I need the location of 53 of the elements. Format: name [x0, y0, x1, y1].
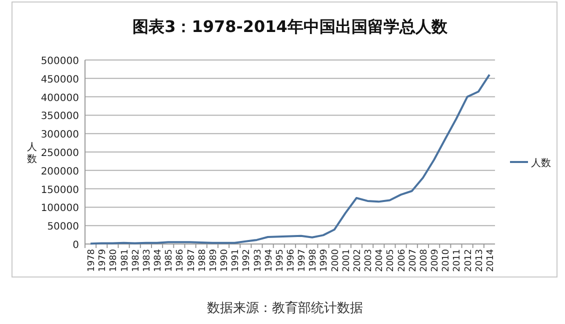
x-tick-label: 2000: [330, 248, 341, 272]
y-tick-label: 400000: [40, 92, 79, 104]
x-tick-label: 1980: [109, 248, 120, 272]
source-note: 数据来源：教育部统计数据: [207, 300, 363, 316]
x-tick-label: 1992: [242, 249, 252, 272]
x-tick-label: 2014: [486, 248, 496, 272]
y-tick-label: 150000: [40, 184, 79, 196]
x-tick-label: 1982: [131, 249, 142, 272]
x-tick-label: 2012: [464, 249, 474, 272]
x-tick-label: 2013: [474, 249, 485, 272]
y-tick-label: 350000: [40, 111, 79, 122]
x-tick-label: 1988: [198, 248, 208, 272]
x-tick-label: 1987: [186, 249, 197, 272]
x-tick-label: 1984: [154, 248, 164, 272]
x-tick-label: 2008: [419, 248, 430, 272]
x-tick-label: 1991: [231, 249, 242, 272]
y-tick-label: 250000: [40, 148, 79, 159]
x-tick-label: 2003: [364, 249, 374, 272]
x-tick-label: 1983: [142, 249, 152, 272]
x-tick-label: 2004: [375, 248, 386, 272]
y-tick-label: 500000: [40, 56, 79, 67]
x-tick-label: 1996: [286, 248, 296, 272]
y-axis-title: 人数: [27, 142, 37, 165]
chart-title: 图表3：1978-2014年中国出国留学总人数: [132, 17, 448, 36]
y-tick-label: 200000: [40, 166, 79, 178]
x-tick-label: 1985: [164, 249, 175, 272]
line-series: [90, 74, 490, 245]
x-tick-label: 1990: [220, 248, 230, 272]
legend-label: 人数: [531, 158, 551, 169]
x-tick-label: 1986: [176, 248, 186, 272]
x-tick-label: 2011: [452, 249, 463, 272]
x-tick-label: 2007: [408, 249, 418, 272]
x-tick-label: 2001: [342, 249, 352, 272]
x-tick-label: 1981: [120, 249, 130, 272]
x-tick-label: 1993: [253, 249, 264, 272]
y-tick-label: 450000: [40, 74, 79, 86]
x-tick-label: 1989: [208, 248, 219, 272]
x-tick-label: 1979: [98, 248, 108, 272]
x-tick-label: 2006: [397, 248, 408, 272]
x-tick-label: 1994: [264, 248, 274, 272]
y-tick-label: 300000: [40, 130, 79, 141]
x-tick-label: 2009: [430, 248, 441, 272]
x-tick-label: 2002: [352, 249, 363, 272]
x-tick-label: 2010: [442, 248, 452, 272]
x-tick-label: 1978: [87, 248, 98, 272]
x-tick-label: 1997: [298, 249, 308, 272]
x-tick-label: 2005: [386, 249, 396, 272]
x-tick-label: 1999: [320, 248, 330, 272]
x-tick-label: 1995: [275, 249, 286, 272]
y-tick-label: 100000: [40, 203, 79, 214]
x-tick-label: 1998: [308, 248, 319, 272]
y-tick-label: 0: [72, 240, 79, 251]
y-tick-label: 50000: [47, 222, 79, 233]
